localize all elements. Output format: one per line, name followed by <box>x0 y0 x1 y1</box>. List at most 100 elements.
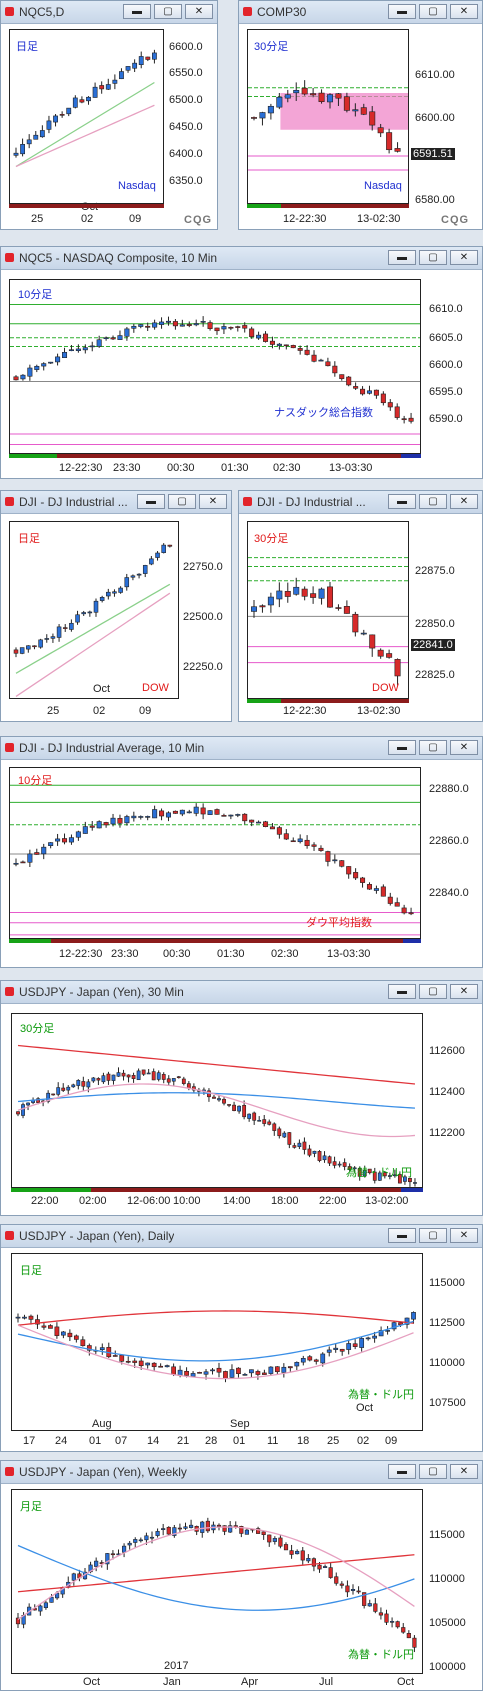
candle-body <box>287 1366 293 1369</box>
candle-body <box>408 912 414 915</box>
maximize-button[interactable]: ▢ <box>419 1464 447 1479</box>
maximize-button[interactable]: ▢ <box>419 4 447 19</box>
time-tick: 00:30 <box>163 948 191 960</box>
price-tick: 115000 <box>429 1529 465 1541</box>
candle-body <box>413 1182 417 1184</box>
candle-body <box>277 1128 282 1137</box>
price-tick: 115000 <box>429 1277 465 1289</box>
close-button[interactable]: ✕ <box>199 494 227 509</box>
candle-body <box>283 344 289 347</box>
title-bar[interactable]: DJI - DJ Industrial ... ▬ ▢ ✕ <box>239 491 482 514</box>
minimize-button[interactable]: ▬ <box>123 4 151 19</box>
chart-plot[interactable]: 日足 Nasdaq <box>9 29 164 204</box>
chart-plot[interactable]: 30分足 為替・ドル円 <box>11 1013 423 1188</box>
candle-body <box>203 1371 209 1375</box>
candle-body <box>386 653 393 658</box>
moving-average-line <box>17 1310 414 1326</box>
timeframe-label: 30分足 <box>20 1023 55 1035</box>
candle-body <box>412 1637 417 1648</box>
close-button[interactable]: ✕ <box>185 4 213 19</box>
minimize-button[interactable]: ▬ <box>388 984 416 999</box>
candle-body <box>89 825 95 828</box>
candle-body <box>293 89 300 94</box>
candle-body <box>242 1105 247 1118</box>
candle-body <box>94 1560 99 1567</box>
usdjpy-weekly-window[interactable]: USDJPY - Japan (Yen), Weekly ▬ ▢ ✕ 月足 為替・ド… <box>0 1460 483 1691</box>
minimize-button[interactable]: ▬ <box>388 740 416 755</box>
maximize-button[interactable]: ▢ <box>154 4 182 19</box>
title-bar[interactable]: USDJPY - Japan (Yen), Daily ▬ ▢ ✕ <box>1 1225 482 1248</box>
title-bar[interactable]: NQC5 - NASDAQ Composite, 10 Min ▬ ▢ ✕ <box>1 247 482 270</box>
candle-body <box>384 1613 389 1623</box>
candle-body <box>256 334 262 339</box>
title-bar[interactable]: USDJPY - Japan (Yen), 30 Min ▬ ▢ ✕ <box>1 981 482 1004</box>
title-bar[interactable]: USDJPY - Japan (Yen), Weekly ▬ ▢ ✕ <box>1 1461 482 1484</box>
candle-body <box>103 822 109 826</box>
candle-body <box>138 1360 144 1367</box>
time-tick: 00:30 <box>167 462 195 474</box>
last-price-tag: 22841.0 <box>411 639 455 651</box>
candle-body <box>152 809 158 819</box>
month-label: Oct <box>93 683 111 695</box>
maximize-button[interactable]: ▢ <box>419 494 447 509</box>
usdjpy-daily-window[interactable]: USDJPY - Japan (Yen), Daily ▬ ▢ ✕ 日足 為替・ドル… <box>0 1224 483 1452</box>
candle-body <box>377 649 384 657</box>
chart-plot[interactable]: 30分足 DOW <box>247 521 409 699</box>
comp-30min-window[interactable]: COMP30 ▬ ▢ ✕ 30分足 Nasdaq 6610.00 6600.00 6… <box>238 0 483 230</box>
candle-body <box>186 811 192 814</box>
candle-body <box>132 62 138 69</box>
maximize-button[interactable]: ▢ <box>419 740 447 755</box>
minimize-button[interactable]: ▬ <box>137 494 165 509</box>
candle-body <box>35 1319 40 1325</box>
dji-30min-window[interactable]: DJI - DJ Industrial ... ▬ ▢ ✕ 30分足 DOW 228… <box>238 490 483 722</box>
candle-body <box>228 814 234 817</box>
timeframe-label: 月足 <box>20 1501 42 1513</box>
timeframe-label: 日足 <box>20 1265 42 1277</box>
candle-body <box>317 1151 322 1161</box>
minimize-button[interactable]: ▬ <box>388 494 416 509</box>
minimize-button[interactable]: ▬ <box>388 1228 416 1243</box>
candle-body <box>366 390 373 394</box>
candle-body <box>306 1558 311 1562</box>
candle-body <box>360 388 366 395</box>
nq-daily-window[interactable]: NQC5,D ▬ ▢ ✕ 日足 Nasdaq 6600.0 6550.0 6500.… <box>0 0 218 230</box>
nq-10min-window[interactable]: NQC5 - NASDAQ Composite, 10 Min ▬ ▢ ✕ 10分足… <box>0 246 483 479</box>
title-bar[interactable]: NQC5,D ▬ ▢ ✕ <box>1 1 217 24</box>
maximize-button[interactable]: ▢ <box>419 250 447 265</box>
candle-body <box>15 1617 21 1625</box>
candle-body <box>124 328 130 337</box>
title-bar[interactable]: DJI - DJ Industrial ... ▬ ▢ ✕ <box>1 491 231 514</box>
candle-body <box>21 1104 25 1116</box>
close-button[interactable]: ✕ <box>450 1464 478 1479</box>
maximize-button[interactable]: ▢ <box>419 1228 447 1243</box>
minimize-button[interactable]: ▬ <box>388 4 416 19</box>
close-button[interactable]: ✕ <box>450 494 478 509</box>
candle-body <box>401 418 407 421</box>
close-button[interactable]: ✕ <box>450 250 478 265</box>
close-button[interactable]: ✕ <box>450 1228 478 1243</box>
title-bar[interactable]: COMP30 ▬ ▢ ✕ <box>239 1 482 24</box>
minimize-button[interactable]: ▬ <box>388 1464 416 1479</box>
close-button[interactable]: ✕ <box>450 4 478 19</box>
candle-body <box>161 1528 166 1530</box>
maximize-button[interactable]: ▢ <box>168 494 196 509</box>
dji-daily-window[interactable]: DJI - DJ Industrial ... ▬ ▢ ✕ 日足 DOW 22750… <box>0 490 232 722</box>
chart-plot[interactable]: 30分足 Nasdaq <box>247 29 409 204</box>
candle-body <box>51 1093 56 1096</box>
chart-plot[interactable]: 日足 DOW <box>9 521 179 699</box>
chart-plot[interactable]: 日足 為替・ドル円 Aug Sep Oct <box>11 1253 423 1431</box>
close-button[interactable]: ✕ <box>450 984 478 999</box>
minimize-button[interactable]: ▬ <box>388 250 416 265</box>
maximize-button[interactable]: ▢ <box>419 984 447 999</box>
chart-plot[interactable]: 10分足 ダウ平均指数 <box>9 767 421 939</box>
dji-10min-window[interactable]: DJI - DJ Industrial Average, 10 Min ▬ ▢ ✕ … <box>0 736 483 968</box>
candle-body <box>82 826 88 834</box>
close-button[interactable]: ✕ <box>450 740 478 755</box>
title-bar[interactable]: DJI - DJ Industrial Average, 10 Min ▬ ▢ ✕ <box>1 737 482 760</box>
candle-body <box>138 816 144 818</box>
candle-body <box>304 349 310 355</box>
chart-plot[interactable]: 月足 為替・ドル円 2017 <box>11 1489 423 1674</box>
date-tick: 18 <box>297 1435 310 1447</box>
chart-plot[interactable]: 10分足 ナスダック総合指数 <box>9 279 421 454</box>
usdjpy-30min-window[interactable]: USDJPY - Japan (Yen), 30 Min ▬ ▢ ✕ 30分足 為替… <box>0 980 483 1216</box>
